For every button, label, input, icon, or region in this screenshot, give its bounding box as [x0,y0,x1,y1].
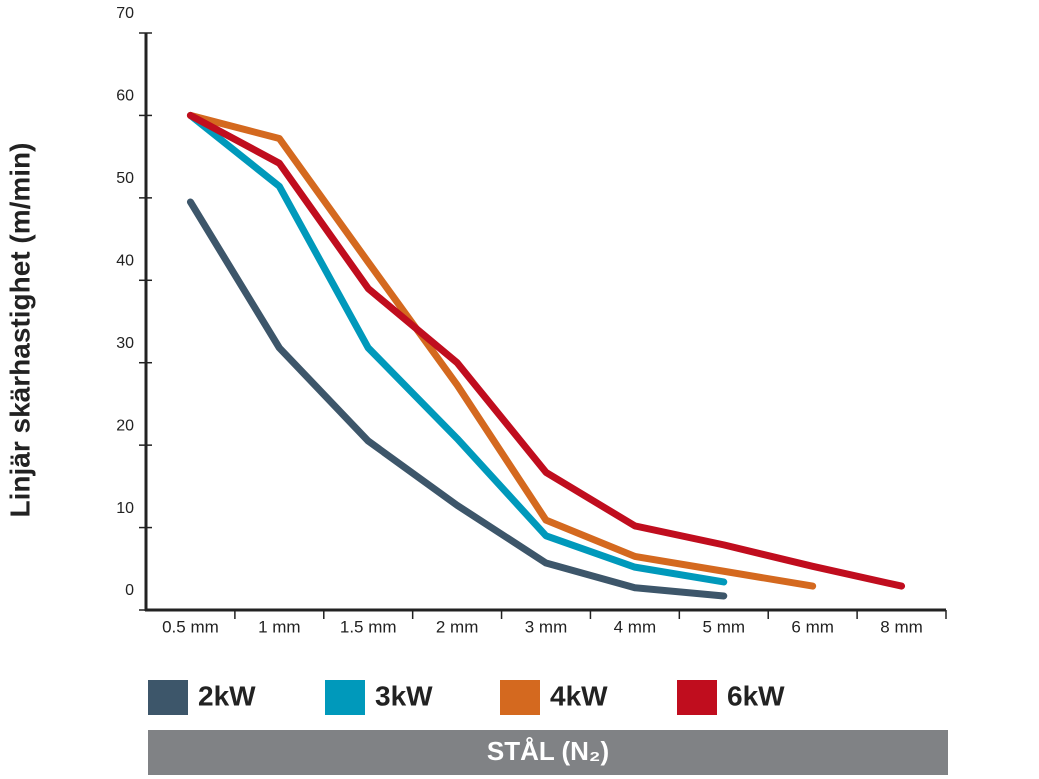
x-tick-label: 2 mm [436,617,479,636]
x-tick-label: 5 mm [703,617,746,636]
legend-label: 4kW [550,680,608,711]
x-tick-label: 1.5 mm [340,617,397,636]
legend-swatch [148,680,188,715]
legend-label: 6kW [727,680,785,711]
x-tick-label: 3 mm [525,617,568,636]
y-tick-label: 10 [116,500,134,517]
footer-band [148,730,948,775]
x-tick-label: 4 mm [614,617,657,636]
y-tick-label: 30 [116,335,134,352]
x-tick-label: 6 mm [791,617,834,636]
y-axis-label: Linjär skärhastighet (m/min) [4,143,35,518]
y-tick-label: 40 [116,253,134,270]
legend-swatch [677,680,717,715]
legend-label: 2kW [198,680,256,711]
y-tick-label: 0 [125,582,134,599]
series-line [186,111,728,586]
legend-swatch [325,680,365,715]
footer: STÅL (N₂) [487,736,609,766]
series-line [186,198,728,600]
series-line [186,111,906,590]
y-tick-label: 50 [116,170,134,187]
x-tick-label: 0.5 mm [162,617,219,636]
legend-label: 3kW [375,680,433,711]
x-tick-label: 8 mm [880,617,923,636]
legend-swatch [500,680,540,715]
series-line [186,111,817,590]
y-tick-label: 60 [116,88,134,105]
x-tick-label: 1 mm [258,617,301,636]
y-tick-label: 20 [116,417,134,434]
y-tick-label: 70 [116,5,134,22]
